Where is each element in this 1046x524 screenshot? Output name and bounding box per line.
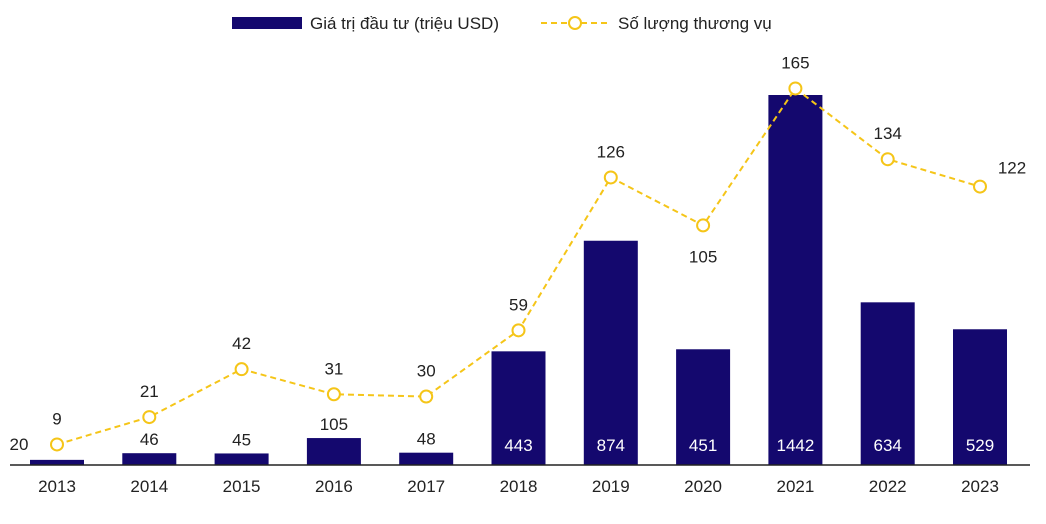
- line-point-2016: [326, 387, 341, 402]
- legend-line-label: Số lượng thương vụ: [618, 14, 772, 33]
- line-point-2022: [880, 152, 895, 167]
- bar-value-label: 529: [966, 436, 994, 455]
- bar-2017: [399, 452, 454, 465]
- line-point-2019: [603, 170, 618, 185]
- bar-2015: [214, 453, 269, 465]
- line-value-label: 105: [689, 247, 717, 266]
- legend-bar-label: Giá trị đầu tư (triệu USD): [310, 14, 499, 33]
- bar-2016: [306, 438, 361, 465]
- bar-2021: [768, 95, 823, 465]
- legend: Giá trị đầu tư (triệu USD) Số lượng thươ…: [232, 14, 772, 33]
- bar-2014: [122, 453, 177, 465]
- line-point-2017: [419, 389, 434, 404]
- bar-value-label: 20: [10, 435, 29, 454]
- bar-value-label: 443: [504, 436, 532, 455]
- line-value-label: 30: [417, 362, 436, 381]
- x-tick-label: 2013: [38, 477, 76, 496]
- bar-value-label: 1442: [776, 436, 814, 455]
- x-tick-label: 2020: [684, 477, 722, 496]
- line-point-2021: [788, 81, 803, 96]
- line-value-label: 126: [597, 142, 625, 161]
- bar-2022: [860, 302, 915, 465]
- bar-2020: [676, 349, 731, 465]
- bar-value-label: 634: [874, 436, 902, 455]
- bar-value-label: 451: [689, 436, 717, 455]
- x-tick-label: 2022: [869, 477, 907, 496]
- bar-value-label: 45: [232, 430, 251, 449]
- line-value-label: 31: [324, 359, 343, 378]
- line-value-label: 122: [998, 159, 1026, 178]
- x-tick-label: 2021: [776, 477, 814, 496]
- x-tick-label: 2016: [315, 477, 353, 496]
- line-point-2015: [234, 362, 249, 377]
- x-tick-label: 2014: [130, 477, 168, 496]
- line-point-2013: [50, 437, 64, 452]
- line-value-label: 59: [509, 295, 528, 314]
- bar-2019: [583, 240, 638, 465]
- legend-line-marker: [568, 16, 582, 30]
- legend-bar-swatch: [232, 17, 302, 29]
- bar-value-label: 874: [597, 436, 625, 455]
- x-tick-label: 2019: [592, 477, 630, 496]
- x-tick-label: 2023: [961, 477, 999, 496]
- line-value-label: 21: [140, 382, 159, 401]
- line-value-label: 134: [874, 124, 902, 143]
- bar-value-label: 48: [417, 430, 436, 449]
- bar-value-label: 46: [140, 430, 159, 449]
- x-tick-label: 2015: [223, 477, 261, 496]
- line-point-2020: [696, 218, 711, 233]
- line-value-label: 165: [781, 53, 809, 72]
- bar-value-label: 105: [320, 415, 348, 434]
- line-value-label: 9: [52, 409, 61, 428]
- x-tick-label: 2018: [500, 477, 538, 496]
- line-point-2018: [511, 323, 526, 338]
- x-tick-label: 2017: [407, 477, 445, 496]
- bar-2018: [491, 351, 546, 465]
- line-point-2014: [142, 410, 157, 425]
- line-value-label: 42: [232, 334, 251, 353]
- line-point-2023: [973, 179, 987, 194]
- bar-2013: [30, 459, 84, 465]
- bar-2023: [953, 329, 1007, 465]
